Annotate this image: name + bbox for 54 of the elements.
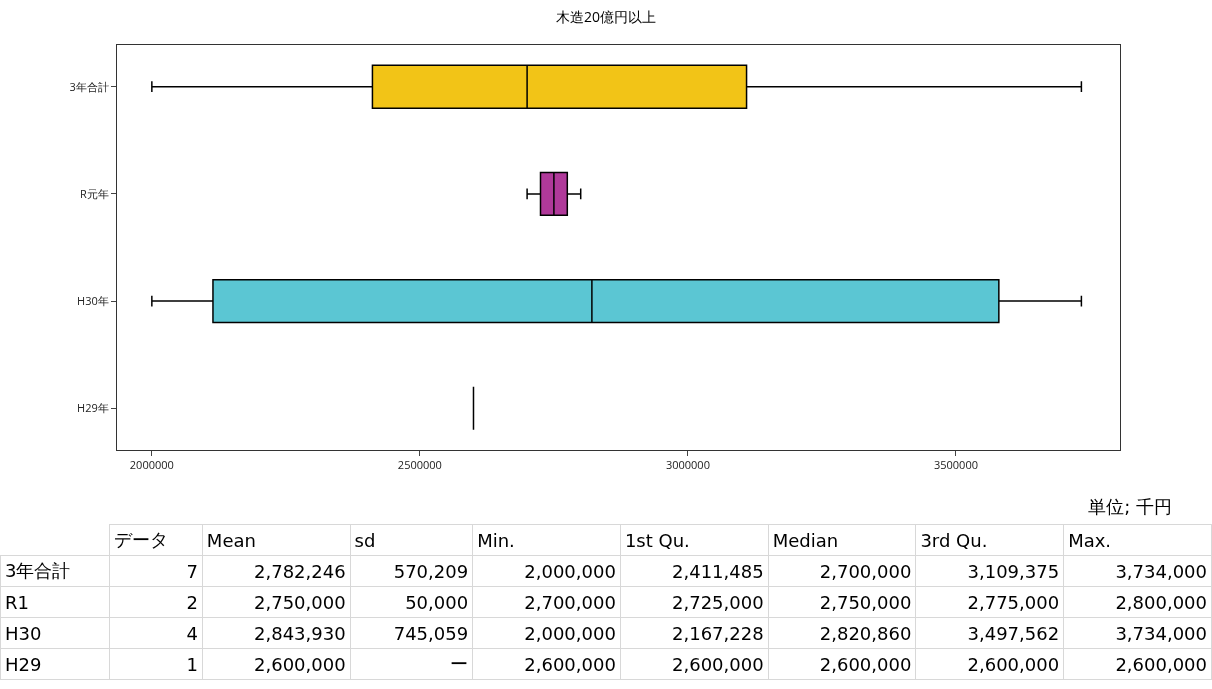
text: 2,750,000 bbox=[819, 591, 912, 613]
text: 2,411,485 bbox=[672, 560, 764, 582]
x-tick-label: 3500000 bbox=[933, 457, 978, 473]
x-tick-label: 2000000 bbox=[129, 457, 174, 473]
text: 7 bbox=[186, 560, 198, 582]
text: 2,750,000 bbox=[254, 591, 346, 613]
text: 50,000 bbox=[405, 591, 469, 613]
y-tick-label: H29年 bbox=[77, 400, 109, 416]
category-label: データ bbox=[109, 524, 203, 556]
text: ー bbox=[450, 653, 469, 674]
category-label: 3年合計 bbox=[5, 560, 71, 581]
text: 3,734,000 bbox=[1115, 622, 1207, 644]
text: 2,600,000 bbox=[967, 653, 1060, 675]
text: 2 bbox=[186, 591, 198, 613]
category-label: 1st Qu. bbox=[620, 524, 769, 556]
y-tick-label: H30年 bbox=[77, 292, 109, 308]
text: 2,725,000 bbox=[672, 591, 764, 613]
category-label: Min. bbox=[472, 524, 621, 556]
text: 2,775,000 bbox=[967, 591, 1060, 613]
text: 2,600,000 bbox=[672, 653, 764, 675]
text: 2,820,860 bbox=[819, 622, 912, 644]
text: 2,843,930 bbox=[254, 622, 346, 644]
chart-title: 木造20億円以上 bbox=[555, 7, 657, 27]
text: 2,600,000 bbox=[524, 653, 616, 675]
category-label: sd bbox=[350, 524, 473, 556]
x-tick-label: 2500000 bbox=[397, 457, 442, 473]
x-tick-label: 3000000 bbox=[665, 457, 710, 473]
text: 1 bbox=[186, 653, 198, 675]
text: 単位; 千円 bbox=[1087, 495, 1173, 519]
text: 2,600,000 bbox=[1115, 653, 1207, 675]
category-label: H29 bbox=[5, 653, 42, 675]
text: 3,734,000 bbox=[1115, 560, 1207, 582]
y-tick-label: 3年合計 bbox=[69, 78, 109, 94]
category-label: H30 bbox=[5, 622, 42, 644]
text: 2,600,000 bbox=[819, 653, 912, 675]
text: 2,600,000 bbox=[254, 653, 346, 675]
text: 3,109,375 bbox=[967, 560, 1060, 582]
text: 2,167,228 bbox=[672, 622, 764, 644]
category-label: Mean bbox=[202, 524, 351, 556]
text: 2,000,000 bbox=[524, 560, 616, 582]
text: 2,000,000 bbox=[524, 622, 616, 644]
text: 2,700,000 bbox=[819, 560, 912, 582]
category-label: 3rd Qu. bbox=[915, 524, 1064, 556]
category-label: Median bbox=[768, 524, 916, 556]
text: 4 bbox=[186, 622, 198, 644]
text: 2,782,246 bbox=[254, 560, 346, 582]
text: 570,209 bbox=[393, 560, 469, 582]
text: 2,800,000 bbox=[1115, 591, 1207, 613]
text: 745,059 bbox=[393, 622, 469, 644]
category-label: Max. bbox=[1063, 524, 1212, 556]
text: 2,700,000 bbox=[524, 591, 616, 613]
text: 3,497,562 bbox=[967, 622, 1060, 644]
y-tick-label: R元年 bbox=[80, 185, 109, 201]
category-label: R1 bbox=[5, 591, 29, 613]
